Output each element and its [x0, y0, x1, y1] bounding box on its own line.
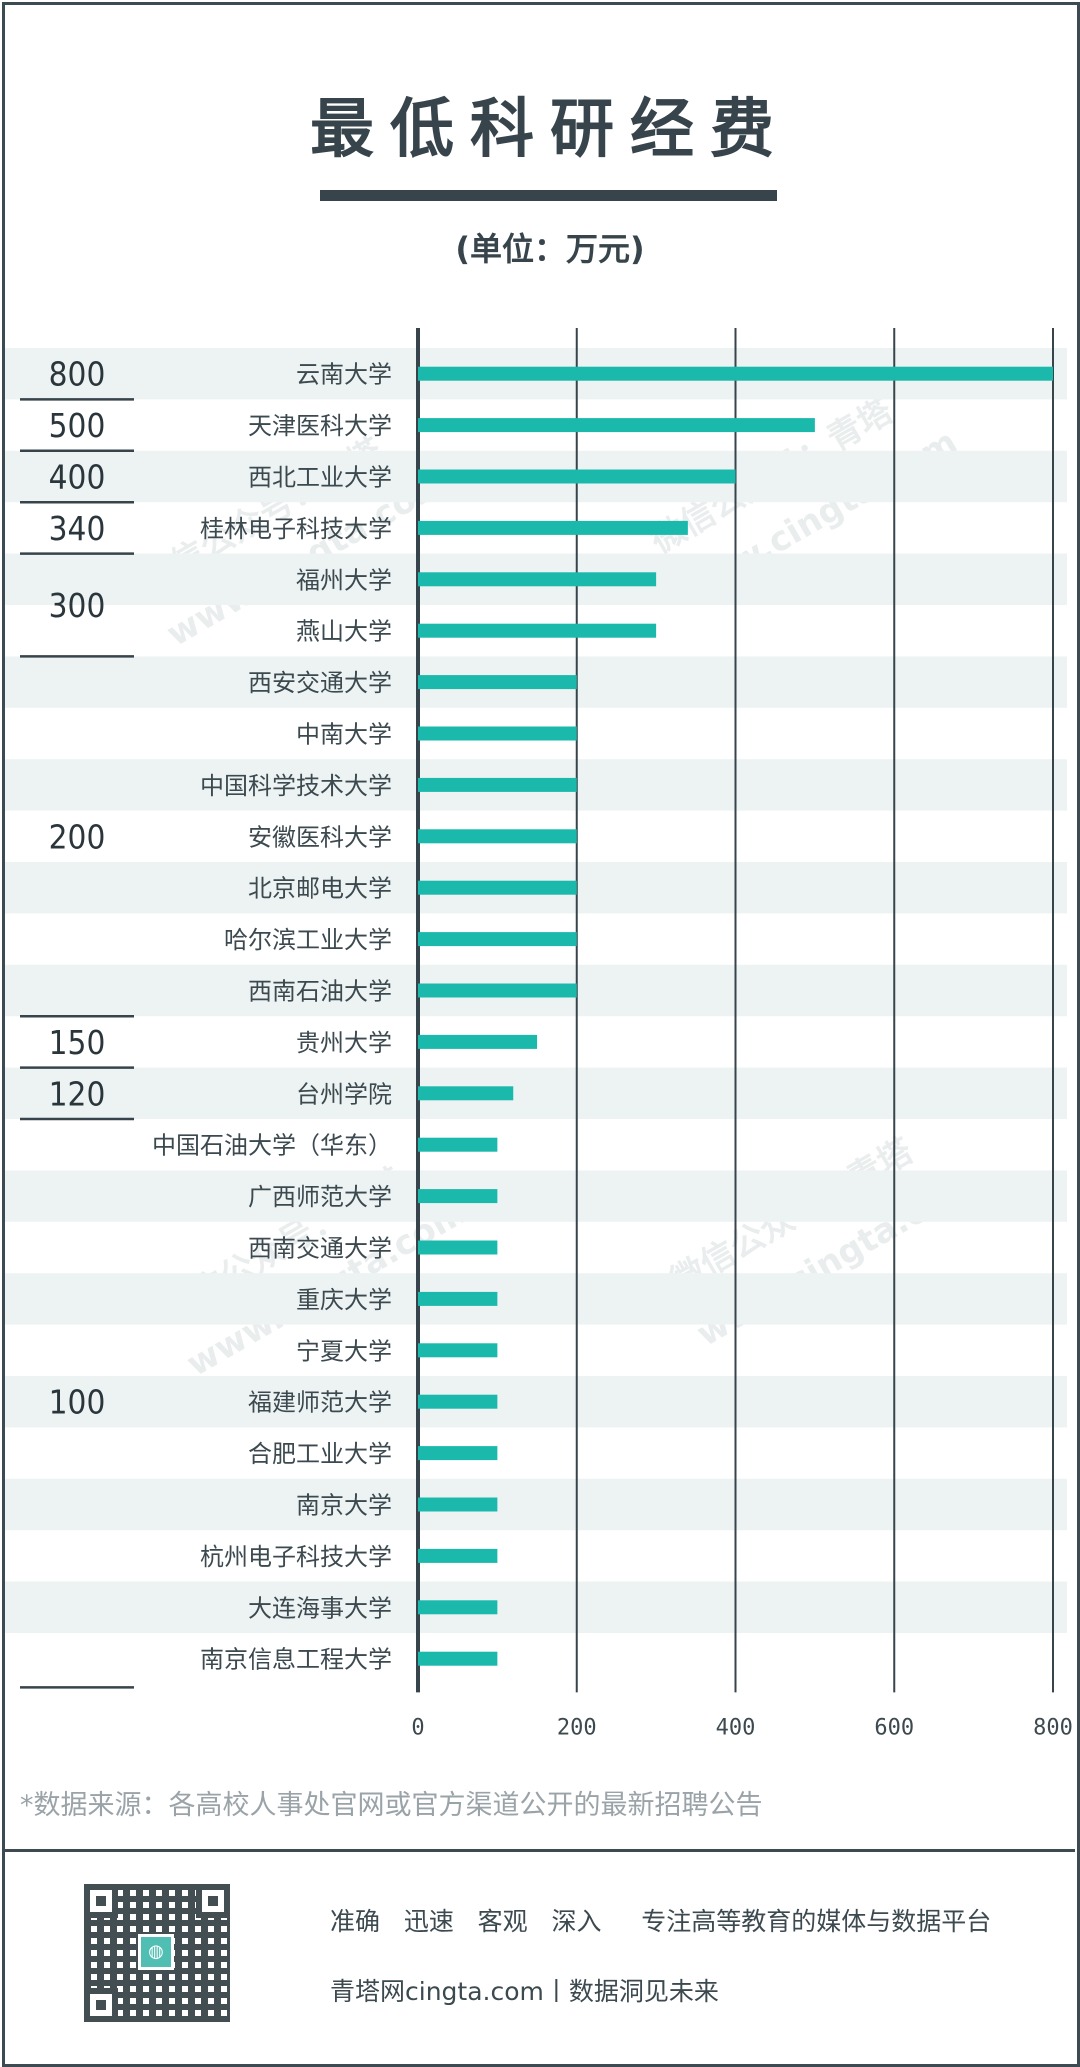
- category-label: 大连海事大学: [248, 1594, 392, 1622]
- category-label: 中南大学: [296, 721, 392, 749]
- footer-divider: [5, 1849, 1075, 1852]
- bar: [418, 520, 688, 535]
- category-label: 福建师范大学: [248, 1389, 392, 1417]
- bar: [418, 1034, 538, 1049]
- bar: [418, 1189, 498, 1204]
- qr-code: ◍: [84, 1884, 230, 2022]
- qr-finder: [84, 1988, 118, 2022]
- category-label: 重庆大学: [296, 1286, 392, 1314]
- category-label: 西南石油大学: [248, 978, 392, 1006]
- title-underline: [320, 190, 777, 201]
- value-group-label: 400: [49, 458, 106, 497]
- bar: [418, 932, 577, 947]
- bar: [418, 366, 1053, 381]
- bar: [418, 983, 577, 998]
- row-stripe: [5, 1273, 1067, 1325]
- row-stripe: [5, 1478, 1067, 1531]
- value-group-label: 150: [49, 1023, 106, 1062]
- value-group-label: 120: [49, 1074, 106, 1113]
- bar: [418, 829, 577, 844]
- row-stripe: [5, 1170, 1067, 1222]
- category-label: 西安交通大学: [248, 669, 392, 697]
- category-label: 中国石油大学（华东）: [152, 1132, 392, 1160]
- category-label: 南京信息工程大学: [200, 1646, 392, 1674]
- x-tick-label: 600: [874, 1715, 914, 1740]
- bar: [418, 1446, 498, 1461]
- bar: [418, 777, 577, 792]
- bar: [418, 1548, 498, 1563]
- footer-tagline: 青塔网cingta.com丨数据洞见未来: [330, 1977, 719, 2006]
- category-label: 安徽医科大学: [248, 823, 392, 851]
- x-tick-label: 0: [411, 1715, 424, 1740]
- data-source-note: *数据来源：各高校人事处官网或官方渠道公开的最新招聘公告: [20, 1790, 763, 1821]
- category-label: 台州学院: [296, 1080, 392, 1108]
- bar: [418, 1086, 514, 1101]
- bar: [418, 572, 657, 587]
- value-group-label: 800: [49, 355, 106, 394]
- value-group-label: 300: [49, 586, 106, 625]
- unit-label: (单位：万元): [455, 230, 645, 268]
- bar: [418, 726, 577, 741]
- category-label: 宁夏大学: [296, 1337, 392, 1365]
- row-stripe: [5, 1581, 1067, 1633]
- qr-finder: [196, 1884, 230, 1918]
- bar: [418, 1137, 498, 1152]
- bar-chart: 云南大学天津医科大学西北工业大学桂林电子科技大学福州大学燕山大学西安交通大学中南…: [5, 328, 1073, 1740]
- bar: [418, 1291, 498, 1306]
- chart-title: 最低科研经费: [310, 93, 790, 167]
- category-label: 贵州大学: [296, 1029, 392, 1057]
- bar: [418, 1394, 498, 1409]
- bar: [418, 418, 815, 433]
- bar: [418, 623, 657, 638]
- value-group-label: 340: [49, 509, 106, 548]
- bar: [418, 1343, 498, 1358]
- value-group-label: 100: [49, 1383, 106, 1422]
- category-label: 杭州电子科技大学: [200, 1543, 392, 1571]
- bar: [418, 880, 577, 895]
- x-tick-label: 200: [557, 1715, 597, 1740]
- category-label: 福州大学: [296, 566, 392, 594]
- qr-finder: [84, 1884, 118, 1918]
- qr-logo-icon: ◍: [138, 1934, 174, 1970]
- bar: [418, 1240, 498, 1255]
- value-group-label: 200: [49, 817, 106, 856]
- category-label: 中国科学技术大学: [200, 772, 392, 800]
- category-label: 西北工业大学: [248, 464, 392, 492]
- x-tick-label: 400: [716, 1715, 756, 1740]
- category-label: 燕山大学: [296, 618, 392, 646]
- category-label: 广西师范大学: [248, 1183, 392, 1211]
- bar: [418, 1600, 498, 1615]
- bar: [418, 1651, 498, 1666]
- row-stripe: [5, 1376, 1067, 1428]
- x-tick-label: 800: [1033, 1715, 1073, 1740]
- category-label: 哈尔滨工业大学: [224, 926, 392, 954]
- row-stripe: [5, 1067, 1067, 1119]
- bar: [418, 469, 736, 484]
- category-label: 北京邮电大学: [248, 875, 392, 903]
- value-group-label: 500: [49, 406, 106, 445]
- category-label: 南京大学: [296, 1492, 392, 1520]
- category-label: 西南交通大学: [248, 1235, 392, 1263]
- category-label: 云南大学: [296, 361, 392, 389]
- category-label: 天津医科大学: [248, 412, 392, 440]
- bar: [418, 1497, 498, 1512]
- category-label: 合肥工业大学: [248, 1440, 392, 1468]
- category-label: 桂林电子科技大学: [200, 515, 392, 543]
- footer-slogan: 准确 迅速 客观 深入 专注高等教育的媒体与数据平台: [330, 1907, 992, 1936]
- bar: [418, 675, 577, 690]
